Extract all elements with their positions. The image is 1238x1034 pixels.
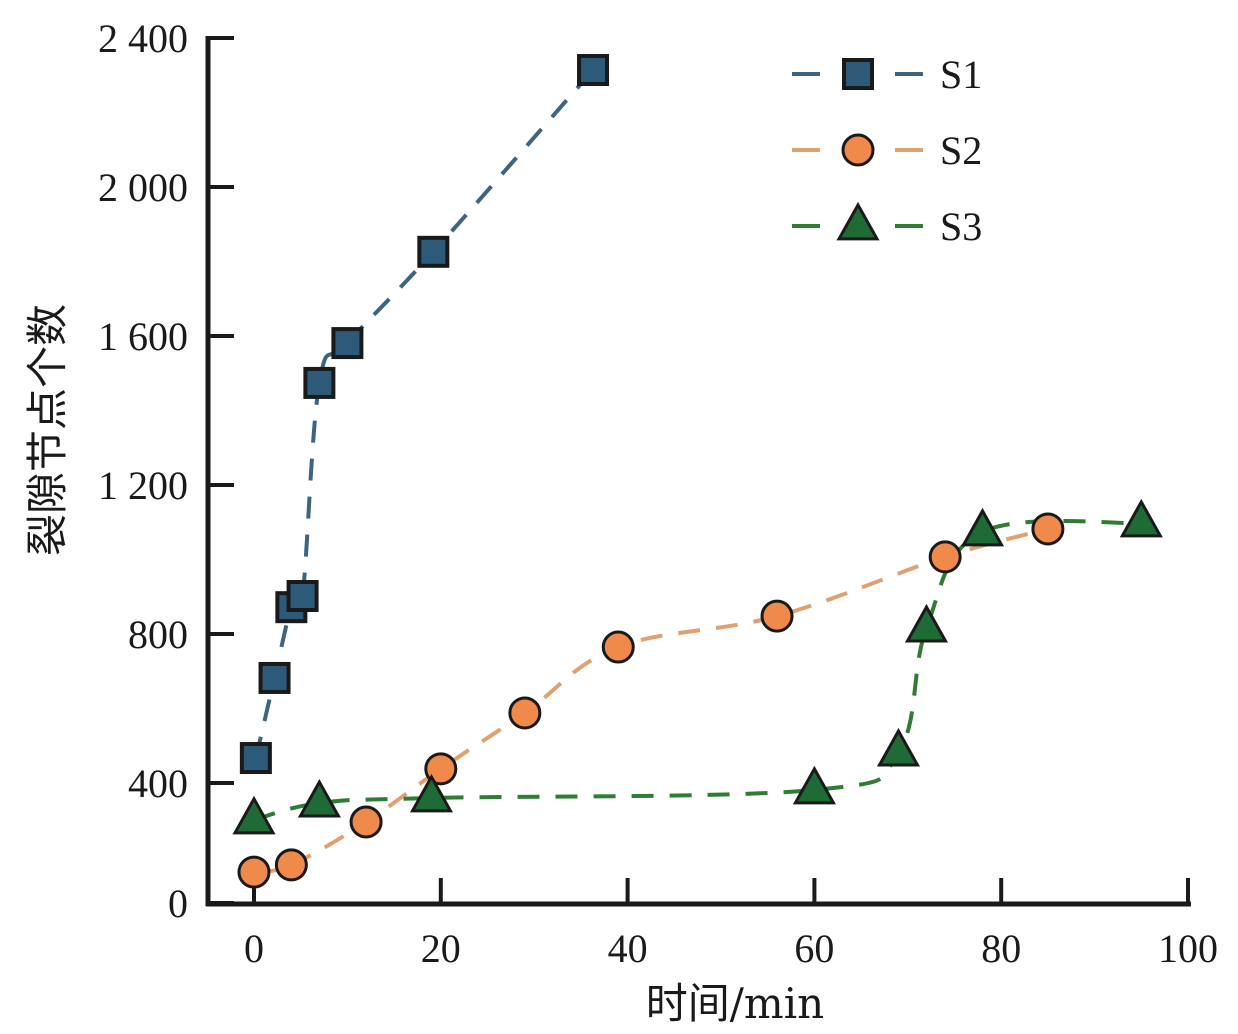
data-point-s3 — [297, 778, 341, 818]
data-point-s3 — [960, 507, 1005, 547]
data-point-s2 — [760, 599, 794, 633]
y-tick-label: 2 400 — [98, 16, 188, 61]
data-point-s2 — [237, 855, 271, 889]
series-line-s3 — [253, 518, 1142, 822]
x-tick-label: 60 — [794, 926, 834, 971]
legend-label: S1 — [940, 52, 982, 97]
y-tick-label: 1 200 — [98, 463, 188, 508]
y-ticks: 0 400 800 1 200 1 600 2 000 2 400 — [98, 16, 234, 926]
x-tick-label: 100 — [1158, 926, 1218, 971]
axes — [205, 36, 1191, 907]
legend-marker-triangle-icon — [836, 201, 880, 241]
legend-item-s1: S1 — [792, 52, 982, 97]
data-point-s3 — [792, 765, 836, 805]
x-axis-title: 时间/min — [646, 979, 824, 1028]
y-tick-label: 800 — [128, 612, 188, 657]
data-point-s1 — [239, 742, 272, 775]
x-ticks: 0 20 40 60 80 100 — [244, 878, 1218, 971]
data-point-s3 — [409, 773, 454, 813]
x-tick-label: 80 — [981, 926, 1021, 971]
series-line-s2 — [253, 527, 1049, 875]
data-point-s2 — [274, 848, 308, 882]
data-point-s3 — [232, 795, 276, 835]
data-point-s1 — [286, 580, 319, 613]
x-tick-label: 0 — [244, 926, 264, 971]
data-point-s2 — [508, 696, 542, 730]
y-axis-title: 裂隙节点个数 — [23, 304, 72, 556]
data-point-s1 — [331, 327, 364, 360]
legend-label: S3 — [940, 204, 982, 249]
x-tick-label: 20 — [421, 926, 461, 971]
series-lines — [253, 68, 1142, 875]
y-tick-label: 2 000 — [98, 165, 188, 210]
legend-item-s3: S3 — [792, 201, 982, 249]
y-tick-label: 0 — [168, 881, 188, 926]
y-tick-label: 1 600 — [98, 314, 188, 359]
legend-label: S2 — [940, 128, 982, 173]
data-point-s1 — [303, 366, 336, 399]
legend-item-s2: S2 — [792, 128, 982, 173]
data-point-s3 — [1119, 498, 1163, 538]
data-point-s2 — [928, 540, 962, 574]
x-tick-label: 40 — [608, 926, 648, 971]
data-point-s3 — [876, 727, 921, 767]
y-tick-label: 400 — [128, 761, 188, 806]
legend-marker-circle-icon — [841, 133, 875, 167]
data-point-s2 — [601, 630, 635, 664]
data-point-s1 — [577, 54, 610, 87]
series-markers — [232, 54, 1163, 889]
legend: S1 S2 S3 — [792, 52, 982, 249]
data-point-s2 — [1031, 512, 1065, 546]
data-point-s3 — [904, 603, 949, 643]
series-line-s1 — [253, 68, 595, 759]
data-point-s1 — [417, 235, 450, 268]
data-point-s1 — [258, 661, 291, 694]
data-point-s2 — [349, 805, 383, 839]
data-point-s2 — [424, 752, 458, 786]
legend-marker-square-icon — [842, 58, 874, 90]
